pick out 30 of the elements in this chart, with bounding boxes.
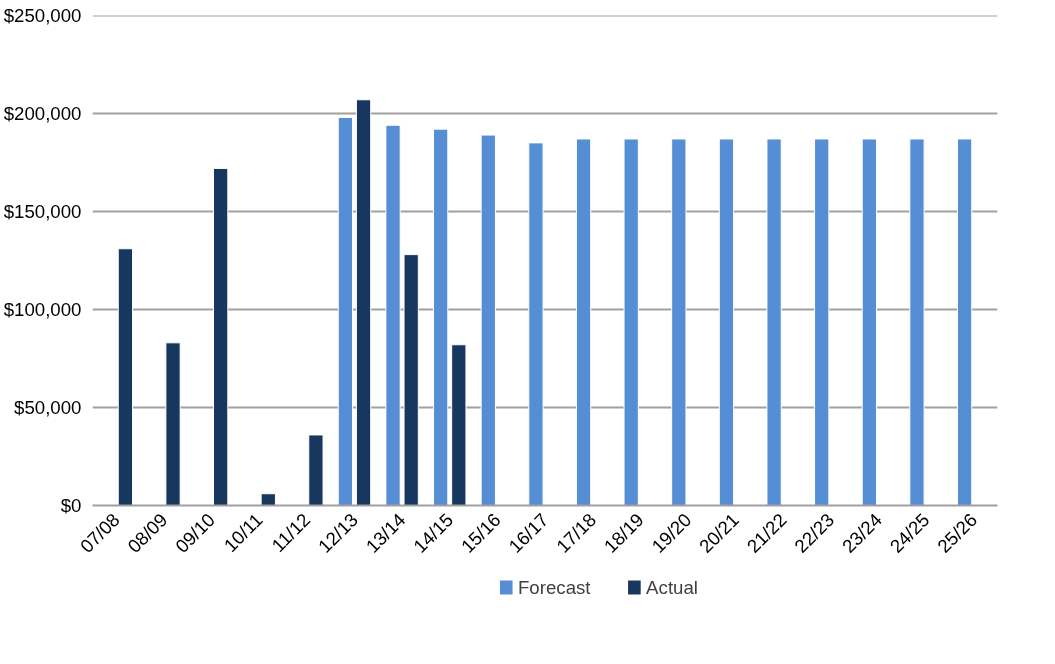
bar	[766, 138, 782, 506]
bar	[308, 434, 324, 506]
bar	[165, 342, 181, 506]
bar	[433, 128, 449, 506]
bar	[956, 138, 973, 506]
bar	[403, 254, 419, 506]
bar	[671, 138, 687, 506]
bar	[260, 493, 276, 506]
y-tick-label: $50,000	[14, 397, 82, 418]
bar	[575, 138, 592, 506]
y-tick-label: $100,000	[3, 299, 82, 320]
bar	[528, 142, 544, 506]
bar	[117, 248, 134, 506]
bar	[451, 344, 467, 506]
y-tick-label: $250,000	[3, 5, 82, 26]
legend-label: Actual	[646, 577, 698, 598]
bar	[480, 134, 496, 506]
bar	[355, 99, 372, 506]
bar	[337, 116, 354, 506]
bar	[623, 138, 639, 506]
bar	[861, 138, 877, 506]
bar	[909, 138, 925, 506]
y-tick-label: $200,000	[3, 103, 82, 124]
bar	[814, 138, 830, 506]
bar	[213, 167, 229, 506]
bar	[718, 138, 735, 506]
legend-label: Forecast	[517, 577, 592, 598]
y-tick-label: $150,000	[3, 201, 82, 222]
bar	[385, 124, 401, 506]
y-tick-label: $0	[60, 495, 82, 516]
